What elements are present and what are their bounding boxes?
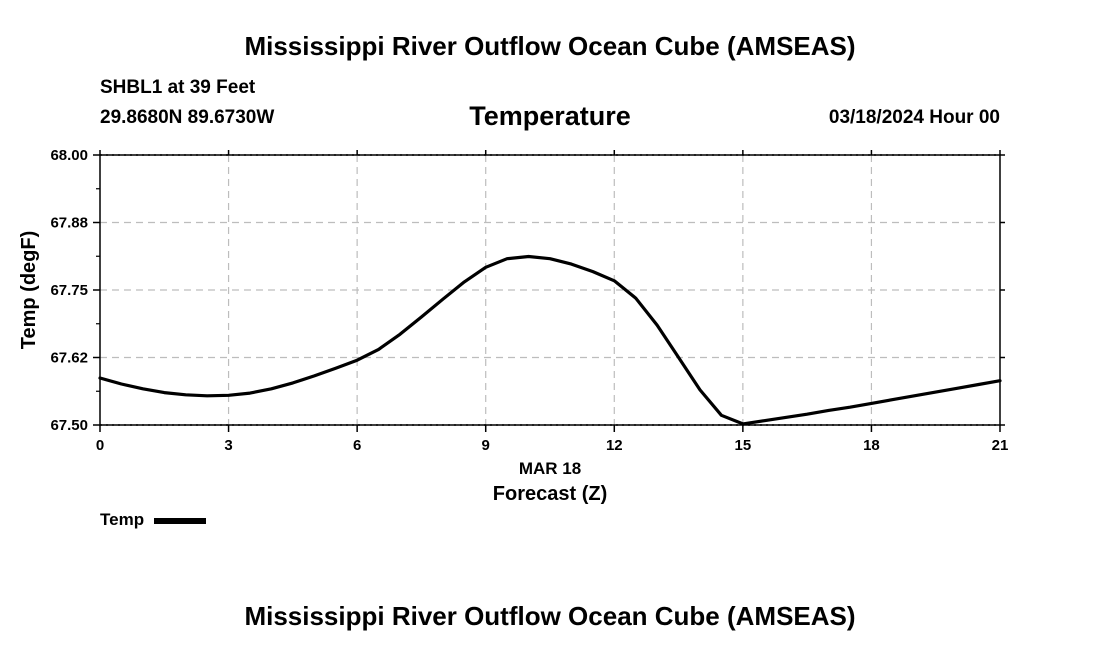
legend: Temp bbox=[100, 510, 207, 530]
grid-layer bbox=[100, 154, 1000, 426]
footer-title: Mississippi River Outflow Ocean Cube (AM… bbox=[244, 601, 856, 631]
y-tick-label: 67.50 bbox=[50, 417, 88, 434]
station-label: SHBL1 at 39 Feet bbox=[100, 77, 256, 98]
x-tick-label: 18 bbox=[863, 437, 880, 454]
y-tick-label: 67.75 bbox=[50, 282, 88, 299]
legend-swatch-temp bbox=[154, 517, 207, 524]
x-tick-label: 9 bbox=[482, 437, 490, 454]
x-axis-label: Forecast (Z) bbox=[493, 483, 607, 505]
chart-subtitle: Temperature bbox=[469, 101, 631, 131]
y-tick-label: 67.88 bbox=[50, 215, 88, 232]
chart-title: Mississippi River Outflow Ocean Cube (AM… bbox=[244, 31, 856, 61]
x-tick-label: 6 bbox=[353, 437, 361, 454]
y-axis-label: Temp (degF) bbox=[18, 231, 40, 350]
forecast-date-label: 03/18/2024 Hour 00 bbox=[828, 107, 1000, 128]
tick-layer: 0 3 6 9 12 15 18 21 67.50 67.62 67.75 67.88 68.00 bbox=[50, 147, 1008, 454]
x-tick-label: 21 bbox=[992, 437, 1009, 454]
x-axis-date-label: MAR 18 bbox=[519, 459, 581, 478]
x-tick-label: 15 bbox=[735, 437, 752, 454]
legend-label-temp: Temp bbox=[100, 510, 145, 529]
series-line-temp bbox=[98, 254, 1002, 426]
y-tick-label: 67.62 bbox=[50, 350, 88, 367]
x-tick-label: 3 bbox=[224, 437, 232, 454]
series-layer bbox=[98, 254, 1002, 426]
x-tick-label: 12 bbox=[606, 437, 623, 454]
x-tick-label: 0 bbox=[96, 437, 104, 454]
y-tick-label: 68.00 bbox=[50, 147, 88, 164]
coordinates-label: 29.8680N 89.6730W bbox=[100, 107, 275, 128]
